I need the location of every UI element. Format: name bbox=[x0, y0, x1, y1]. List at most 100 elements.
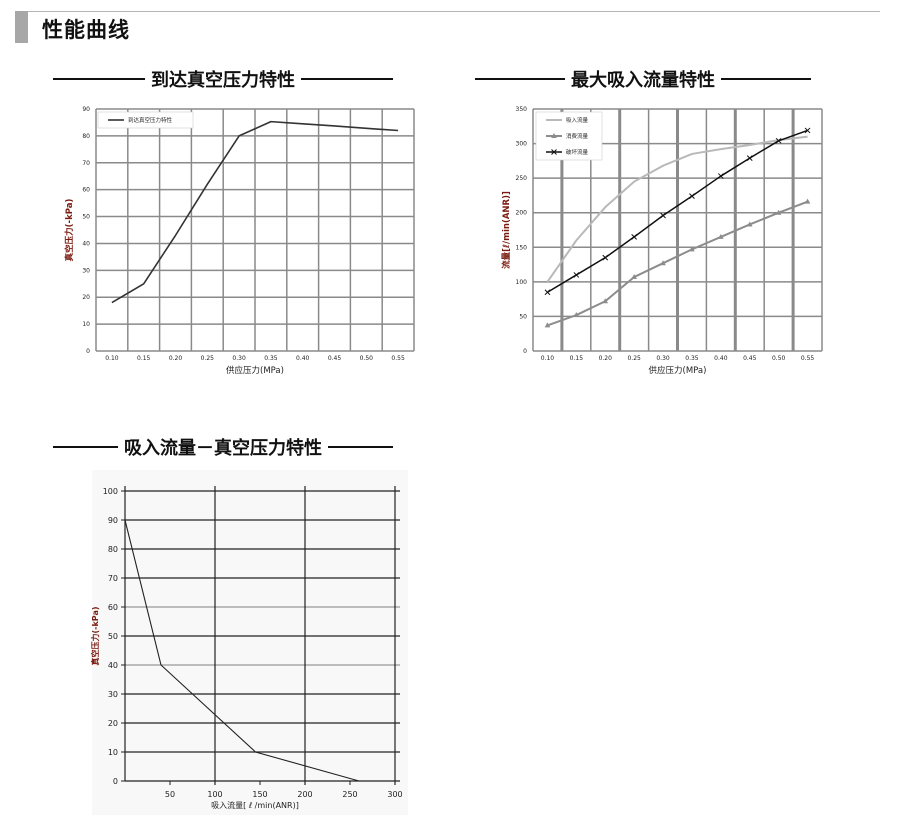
x-tick-label: 0.40 bbox=[714, 355, 728, 362]
x-tick-label: 0.50 bbox=[360, 355, 374, 362]
legend-marker bbox=[551, 133, 557, 138]
y-tick-label: 10 bbox=[108, 748, 118, 757]
x-tick-label: 0.45 bbox=[743, 355, 757, 362]
section-title-flow: 最大吸入流量特性 bbox=[475, 66, 811, 92]
x-axis-title: 供应压力(MPa) bbox=[226, 365, 284, 376]
y-tick-label: 50 bbox=[108, 632, 118, 641]
x-tick-label: 0.15 bbox=[570, 355, 584, 362]
x-tick-label: 250 bbox=[342, 790, 357, 799]
x-tick-label: 0.20 bbox=[599, 355, 613, 362]
y-tick-label: 80 bbox=[108, 545, 118, 554]
data-point bbox=[689, 193, 695, 199]
y-tick-label: 0 bbox=[86, 348, 90, 355]
data-point bbox=[775, 209, 782, 215]
x-axis-title: 吸入流量[ ℓ /min(ANR)] bbox=[211, 800, 299, 810]
y-tick-label: 60 bbox=[108, 603, 118, 612]
data-point bbox=[746, 221, 753, 227]
x-tick-label: 0.10 bbox=[541, 355, 555, 362]
data-point bbox=[544, 322, 551, 328]
y-axis-title: 真空压力(-kPa) bbox=[64, 199, 75, 262]
legend-marker bbox=[551, 149, 557, 155]
data-point bbox=[573, 272, 580, 278]
y-tick-label: 20 bbox=[82, 294, 90, 301]
data-point bbox=[631, 234, 638, 240]
y-tick-label: 100 bbox=[516, 279, 528, 286]
data-point bbox=[689, 246, 695, 252]
section-title-text: 到达真空压力特性 bbox=[151, 70, 295, 91]
legend-label: 消费流量 bbox=[566, 132, 589, 140]
x-tick-label: 0.15 bbox=[137, 355, 151, 362]
y-tick-label: 70 bbox=[108, 574, 118, 583]
x-axis-title: 供应压力(MPa) bbox=[649, 365, 707, 376]
x-tick-label: 0.25 bbox=[627, 355, 641, 362]
header-marker bbox=[15, 11, 28, 43]
x-tick-label: 0.10 bbox=[105, 355, 119, 362]
divider bbox=[328, 446, 393, 448]
x-tick-label: 150 bbox=[252, 790, 267, 799]
divider bbox=[475, 78, 565, 80]
y-tick-label: 40 bbox=[82, 240, 90, 247]
data-point bbox=[602, 254, 609, 261]
y-tick-label: 90 bbox=[82, 106, 90, 113]
divider bbox=[53, 78, 145, 80]
y-tick-label: 60 bbox=[82, 187, 90, 194]
x-tick-label: 0.55 bbox=[801, 355, 815, 362]
data-point bbox=[804, 127, 811, 134]
y-axis-title: 真空压力(-kPa) bbox=[90, 607, 100, 666]
legend-label: 到达真空压力特性 bbox=[128, 116, 173, 124]
divider bbox=[721, 78, 811, 80]
y-tick-label: 300 bbox=[516, 141, 528, 148]
data-point bbox=[602, 298, 609, 304]
header-rule bbox=[28, 11, 880, 12]
section-title-text: 吸入流量－真空压力特性 bbox=[124, 438, 322, 459]
divider bbox=[53, 446, 118, 448]
data-point bbox=[631, 274, 637, 280]
y-tick-label: 250 bbox=[516, 175, 528, 182]
x-tick-label: 0.45 bbox=[328, 355, 342, 362]
divider bbox=[301, 78, 393, 80]
legend-label: 破坏流量 bbox=[566, 148, 589, 156]
data-point bbox=[660, 212, 666, 219]
section-title-vacuum: 到达真空压力特性 bbox=[53, 66, 393, 92]
y-tick-label: 40 bbox=[108, 661, 118, 670]
y-tick-label: 0 bbox=[523, 348, 527, 355]
legend-box bbox=[97, 111, 194, 129]
x-tick-label: 0.30 bbox=[656, 355, 670, 362]
section-title-flow-vacuum: 吸入流量－真空压力特性 bbox=[53, 434, 393, 460]
chart-background bbox=[92, 470, 408, 815]
series-line-1 bbox=[111, 120, 399, 304]
x-tick-label: 0.35 bbox=[685, 355, 699, 362]
x-tick-label: 0.20 bbox=[169, 355, 183, 362]
x-tick-label: 50 bbox=[165, 790, 175, 799]
y-tick-label: 50 bbox=[82, 214, 90, 221]
x-tick-label: 0.50 bbox=[772, 355, 786, 362]
data-point bbox=[746, 155, 753, 161]
page-title: 性能曲线 bbox=[42, 18, 130, 42]
y-tick-label: 30 bbox=[82, 267, 90, 274]
y-tick-label: 70 bbox=[82, 160, 90, 167]
y-tick-label: 50 bbox=[519, 313, 527, 320]
series-line-1 bbox=[546, 135, 808, 283]
series-line-3 bbox=[547, 129, 808, 293]
data-point bbox=[804, 198, 811, 204]
x-tick-label: 0.40 bbox=[296, 355, 310, 362]
series-line bbox=[124, 519, 360, 782]
y-tick-label: 90 bbox=[108, 516, 118, 525]
series-line-2 bbox=[547, 200, 808, 327]
section-title-text: 最大吸入流量特性 bbox=[571, 70, 715, 91]
y-tick-label: 80 bbox=[82, 133, 90, 140]
y-axis-title: 流量[ℓ/min(ANR)] bbox=[501, 191, 512, 269]
data-point bbox=[573, 312, 580, 318]
x-tick-label: 0.25 bbox=[201, 355, 215, 362]
x-tick-label: 300 bbox=[387, 790, 402, 799]
x-tick-label: 0.35 bbox=[264, 355, 278, 362]
x-tick-label: 0.55 bbox=[391, 355, 405, 362]
x-tick-label: 100 bbox=[207, 790, 222, 799]
data-point bbox=[718, 233, 724, 239]
x-tick-label: 200 bbox=[297, 790, 312, 799]
data-point bbox=[717, 173, 724, 179]
y-tick-label: 10 bbox=[82, 321, 90, 328]
data-point bbox=[660, 260, 666, 266]
legend-label: 吸入流量 bbox=[566, 116, 589, 124]
y-tick-label: 200 bbox=[516, 210, 528, 217]
